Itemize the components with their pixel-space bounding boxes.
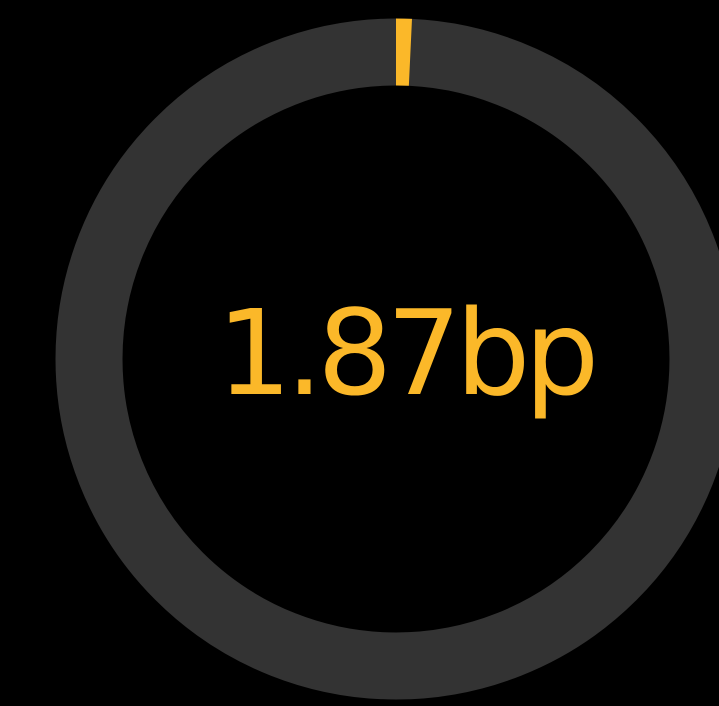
gauge-value: 1.87bp bbox=[217, 284, 594, 422]
